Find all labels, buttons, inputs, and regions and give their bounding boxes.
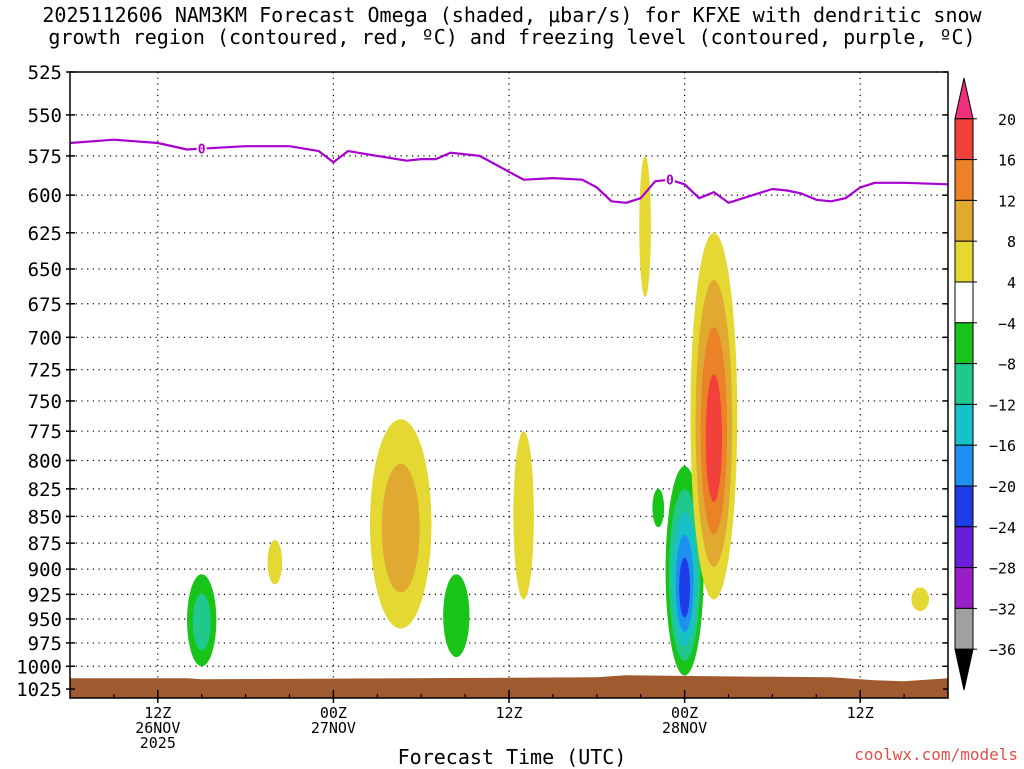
- x-tick-label-6-1: 26NOV: [135, 719, 180, 737]
- colorbar-segment-10: [954, 485, 974, 528]
- title-line-1: 2025112606 NAM3KM Forecast Omega (shaded…: [42, 3, 982, 27]
- x-tick-label-18-0: 00Z: [320, 704, 347, 722]
- title-line-2: growth region (contoured, red, ºC) and f…: [48, 25, 976, 49]
- x-tick-label-30-0: 12Z: [495, 704, 522, 722]
- colorbar-segment-9: [954, 444, 974, 487]
- y-tick-label-525: 525: [28, 62, 62, 84]
- omega-area-3-band-0: [443, 574, 470, 658]
- colorbar-label-1: 16: [998, 152, 1016, 170]
- colorbar-label-7: −12: [989, 396, 1016, 414]
- freezing-label-bg-1: [664, 172, 675, 186]
- colorbar-label-10: −24: [989, 519, 1016, 537]
- colorbar-segment-1: [954, 118, 974, 161]
- colorbar-label-9: −20: [989, 478, 1016, 496]
- omega-area-2-band-1: [381, 463, 420, 593]
- x-tick-label-54-0: 12Z: [847, 704, 874, 722]
- freezing-level-label-1: 0: [666, 174, 674, 189]
- colorbar-top-arrow: [954, 77, 974, 120]
- credit-text: coolwx.com/models: [854, 745, 1018, 764]
- y-tick-label-575: 575: [28, 146, 62, 168]
- y-tick-label-900: 900: [28, 559, 62, 581]
- omega-area-8-band-3: [705, 374, 723, 502]
- y-tick-label-700: 700: [28, 327, 62, 349]
- terrain-fill: [70, 675, 948, 698]
- y-tick-label-625: 625: [28, 223, 62, 245]
- colorbar-bottom-arrow: [954, 648, 974, 691]
- omega-area-7-band-4: [679, 557, 691, 618]
- omega-area-9-band-0: [911, 587, 929, 612]
- colorbar-segment-4: [954, 240, 974, 283]
- freezing-level-label-0: 0: [198, 143, 206, 158]
- omega-area-4-band-0: [513, 431, 534, 600]
- colorbar-segment-12: [954, 567, 974, 609]
- colorbar-label-13: −36: [989, 641, 1016, 659]
- colorbar: 20 16 12 8 4 −4 −8 −12 −16 −20 −24 −28 −32 −36: [954, 77, 1016, 691]
- x-tick-label-42-0: 00Z: [671, 704, 698, 722]
- omega-area-0-band-1: [192, 593, 211, 651]
- y-tick-label-725: 725: [28, 360, 62, 382]
- colorbar-label-2: 12: [998, 192, 1016, 210]
- colorbar-segment-6: [954, 322, 974, 365]
- y-tick-label-800: 800: [28, 450, 62, 472]
- chart-title: 2025112606 NAM3KM Forecast Omega (shaded…: [0, 4, 1024, 48]
- x-tick-label-6-0: 12Z: [144, 704, 171, 722]
- colorbar-label-4: 4: [1007, 274, 1016, 292]
- y-tick-label-775: 775: [28, 421, 62, 443]
- x-tick-label-18-1: 27NOV: [311, 719, 356, 737]
- colorbar-segment-5: [954, 281, 974, 324]
- freezing-level-path: [69, 138, 949, 204]
- omega-area-5-band-0: [639, 155, 651, 297]
- y-tick-label-750: 750: [28, 391, 62, 413]
- y-tick-label-650: 650: [28, 259, 62, 281]
- grid-lines: [70, 71, 948, 698]
- terrain-band: [70, 675, 948, 698]
- colorbar-label-12: −32: [989, 600, 1016, 618]
- colorbar-label-5: −4: [998, 315, 1016, 333]
- omega-area-6-band-0: [652, 488, 665, 528]
- y-tick-label-825: 825: [28, 479, 62, 501]
- colorbar-segment-3: [954, 199, 974, 242]
- freezing-label-bg-0: [196, 141, 207, 155]
- colorbar-segment-7: [954, 363, 974, 405]
- y-tick-label-950: 950: [28, 609, 62, 631]
- y-tick-label-875: 875: [28, 533, 62, 555]
- colorbar-segment-11: [954, 526, 974, 569]
- x-tick-label-6-2: 2025: [140, 734, 176, 752]
- x-tick-label-42-1: 28NOV: [662, 719, 707, 737]
- axes: 525 550 575 600 625 650 675 700 725 750 775 800 825 8…: [16, 62, 949, 752]
- y-tick-label-600: 600: [28, 185, 62, 207]
- colorbar-label-8: −16: [989, 437, 1016, 455]
- colorbar-segment-2: [954, 159, 974, 201]
- y-tick-label-675: 675: [28, 294, 62, 316]
- y-tick-label-1000: 1000: [16, 656, 62, 678]
- y-tick-label-925: 925: [28, 584, 62, 606]
- colorbar-label-6: −8: [998, 356, 1016, 374]
- y-tick-label-850: 850: [28, 506, 62, 528]
- y-tick-label-975: 975: [28, 633, 62, 655]
- omega-shading: [187, 155, 929, 676]
- freezing-level-line: 00: [69, 138, 949, 204]
- colorbar-label-11: −28: [989, 560, 1016, 578]
- omega-area-1-band-0: [267, 539, 283, 585]
- x-axis-title: Forecast Time (UTC): [397, 745, 627, 769]
- colorbar-label-3: 8: [1007, 233, 1016, 251]
- colorbar-segment-8: [954, 403, 974, 446]
- y-tick-label-1025: 1025: [16, 679, 62, 701]
- colorbar-segment-13: [954, 607, 974, 650]
- colorbar-label-0: 20: [998, 111, 1016, 129]
- y-tick-label-550: 550: [28, 105, 62, 127]
